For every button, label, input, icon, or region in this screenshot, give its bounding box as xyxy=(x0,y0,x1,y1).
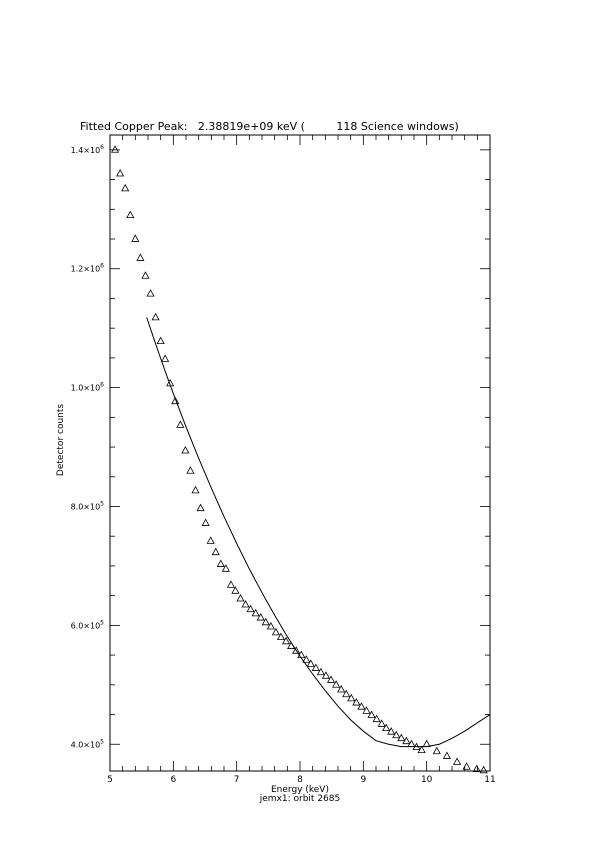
data-point xyxy=(417,745,426,753)
data-point xyxy=(121,183,130,192)
data-point xyxy=(292,646,301,654)
data-point xyxy=(452,757,462,765)
data-point xyxy=(191,485,200,494)
data-point xyxy=(392,730,401,739)
y-tick-label: 8.0×105 xyxy=(71,500,105,511)
data-point xyxy=(146,289,155,297)
y-tick-label: 6.0×105 xyxy=(71,619,105,630)
data-point xyxy=(281,636,291,645)
data-point xyxy=(362,706,371,714)
data-point xyxy=(302,655,311,663)
data-point xyxy=(246,604,255,613)
x-tick-label: 6 xyxy=(170,775,176,785)
plot-frame xyxy=(109,134,491,772)
data-point xyxy=(266,621,275,630)
x-tick-label: 5 xyxy=(107,775,113,785)
data-point xyxy=(372,714,381,723)
x-tick-label: 9 xyxy=(360,775,366,785)
data-point xyxy=(387,727,396,735)
data-point xyxy=(181,445,190,454)
data-point xyxy=(472,764,481,773)
data-point xyxy=(116,169,125,177)
x-tick-label: 11 xyxy=(484,775,495,785)
x-tick-label: 10 xyxy=(421,775,433,785)
data-point xyxy=(161,354,170,362)
data-point xyxy=(151,312,160,321)
data-point xyxy=(156,336,165,345)
data-point xyxy=(306,659,315,667)
chart-subtitle: jemx1: orbit 2685 xyxy=(259,794,340,804)
data-point xyxy=(462,762,471,770)
x-tick-label: 8 xyxy=(297,775,303,785)
x-axis-label: Energy (keV) xyxy=(271,785,329,795)
data-point xyxy=(241,599,250,608)
y-tick-label: 1.2×106 xyxy=(71,263,105,274)
data-point xyxy=(261,617,270,626)
data-point xyxy=(216,559,225,567)
data-point xyxy=(432,746,441,755)
data-point xyxy=(321,671,331,679)
data-point xyxy=(357,702,366,710)
x-tick-label: 7 xyxy=(234,775,240,785)
data-point xyxy=(136,253,145,261)
data-point xyxy=(126,210,135,219)
data-point xyxy=(337,684,346,693)
data-point xyxy=(377,719,386,727)
y-tick-label: 4.0×105 xyxy=(71,738,105,749)
data-point xyxy=(256,613,265,621)
data-point xyxy=(276,632,286,641)
data-point xyxy=(326,675,336,683)
data-point xyxy=(311,663,320,671)
data-point xyxy=(479,765,488,774)
data-marks xyxy=(110,145,491,774)
chart-title: Fitted Copper Peak: 2.38819e+09 keV ( 11… xyxy=(80,120,459,133)
data-point xyxy=(236,593,245,602)
data-point xyxy=(347,693,356,702)
data-point xyxy=(176,420,185,428)
plot-border xyxy=(109,134,491,772)
data-point xyxy=(186,466,195,474)
y-tick-label: 1.4×106 xyxy=(71,144,105,155)
data-point xyxy=(221,564,230,572)
data-point xyxy=(141,271,150,279)
data-point xyxy=(171,396,180,405)
data-point xyxy=(231,586,240,594)
axis-ticks xyxy=(109,135,491,771)
data-point xyxy=(382,723,391,732)
data-point xyxy=(316,667,325,676)
data-point xyxy=(402,736,411,745)
data-point xyxy=(352,698,361,706)
tick-labels: 5 6 7 8 9 10 11 4.0×105 6.0×105 8.0×105 1.0×106 1.2… xyxy=(71,144,496,785)
data-point xyxy=(397,733,406,742)
data-point xyxy=(342,689,351,698)
y-tick-label: 1.0×106 xyxy=(71,382,105,393)
y-axis-label: Detector counts xyxy=(56,404,66,476)
fit-curve xyxy=(146,317,491,748)
data-point xyxy=(131,234,140,242)
data-point xyxy=(206,536,215,544)
data-point xyxy=(442,751,452,759)
data-point xyxy=(271,627,281,636)
data-point xyxy=(110,145,120,153)
data-point xyxy=(226,580,236,588)
data-point xyxy=(367,710,376,718)
data-point xyxy=(196,503,205,512)
data-point xyxy=(332,680,341,688)
data-point xyxy=(201,518,210,526)
data-point xyxy=(211,547,220,556)
data-point xyxy=(251,608,260,617)
